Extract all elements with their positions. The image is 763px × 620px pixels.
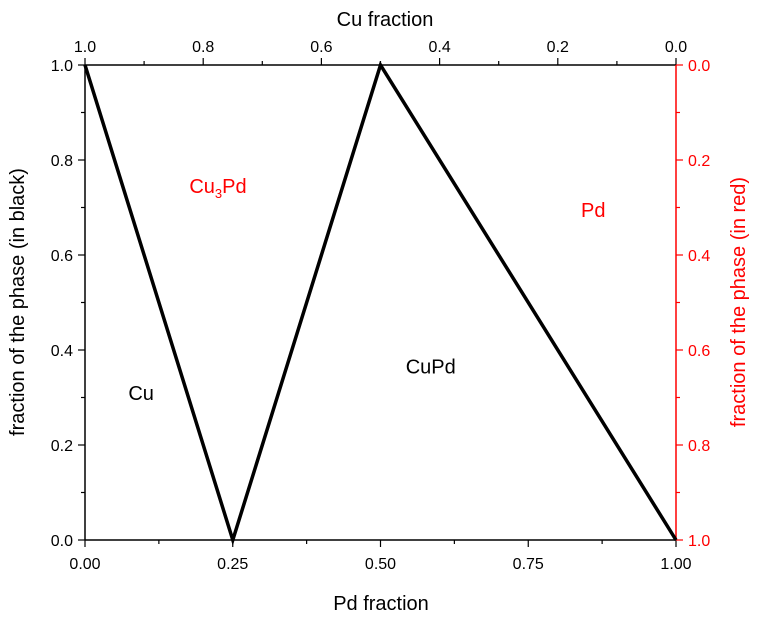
series-group <box>83 60 678 546</box>
y-tick-label: 0.0 <box>51 533 73 550</box>
phase-label: CuPd <box>406 357 456 379</box>
x-tick-label: 1.00 <box>660 556 691 573</box>
x-top-tick-label: 0.0 <box>665 39 687 56</box>
x-tick-label: 0.25 <box>217 556 248 573</box>
plot-frame <box>84 64 677 541</box>
x-top-tick-label: 0.6 <box>310 39 332 56</box>
phase-label: Pd <box>581 200 605 222</box>
y-right-tick-label: 0.4 <box>688 248 710 265</box>
x-axis-title: Pd fraction <box>333 593 429 615</box>
y-axis-title: fraction of the phase (in black) <box>7 168 29 436</box>
y-tick-label: 0.2 <box>51 438 73 455</box>
x-top-tick-label: 0.8 <box>192 39 214 56</box>
x-top-axis-title: Cu fraction <box>337 9 434 31</box>
x-tick-label: 0.00 <box>69 556 100 573</box>
x-top-tick-label: 1.0 <box>74 39 96 56</box>
phase-label: Cu <box>128 383 154 405</box>
ticks <box>78 58 683 547</box>
phase-label: Cu3Pd <box>189 176 246 201</box>
y-right-tick-label: 0.8 <box>688 438 710 455</box>
x-tick-label: 0.50 <box>365 556 396 573</box>
annotations: Cu Cu3Pd CuPd Pd <box>128 176 605 405</box>
y-tick-label: 1.0 <box>51 58 73 75</box>
tick-labels: 0.00 0.25 0.50 0.75 1.001.0 0.8 0.6 0.4 0.2 0.00.… <box>51 39 711 573</box>
series-line <box>83 60 678 546</box>
y-right-axis-title: fraction of the phase (in red) <box>728 177 750 427</box>
y-tick-label: 0.8 <box>51 153 73 170</box>
y-tick-label: 0.6 <box>51 248 73 265</box>
x-top-tick-label: 0.4 <box>428 39 450 56</box>
y-tick-label: 0.4 <box>51 343 73 360</box>
x-top-tick-label: 0.2 <box>547 39 569 56</box>
y-right-tick-label: 0.6 <box>688 343 710 360</box>
x-tick-label: 0.75 <box>513 556 544 573</box>
y-right-tick-label: 0.0 <box>688 58 710 75</box>
y-right-tick-label: 0.2 <box>688 153 710 170</box>
y-right-tick-label: 1.0 <box>688 533 710 550</box>
